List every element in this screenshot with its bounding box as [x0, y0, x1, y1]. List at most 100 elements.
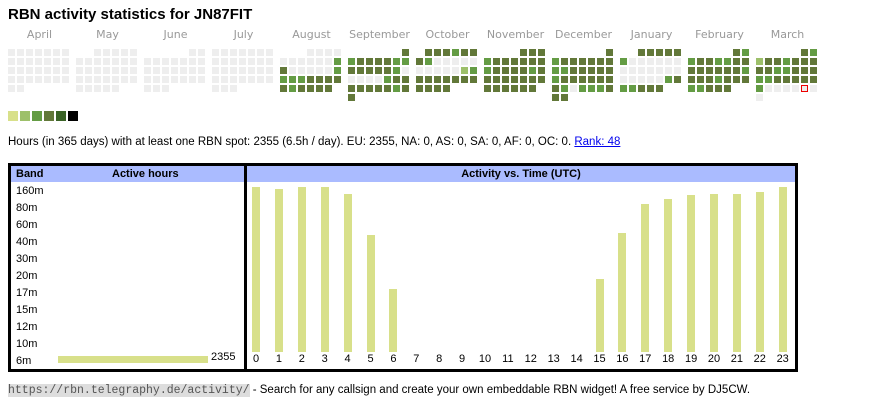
day-cell[interactable]: [393, 58, 400, 65]
day-cell[interactable]: [597, 85, 604, 92]
day-cell[interactable]: [85, 67, 92, 74]
day-cell[interactable]: [452, 58, 459, 65]
day-cell[interactable]: [266, 76, 273, 83]
day-cell[interactable]: [121, 76, 128, 83]
day-cell[interactable]: [597, 76, 604, 83]
day-cell[interactable]: [470, 49, 477, 56]
day-cell[interactable]: [638, 58, 645, 65]
day-cell[interactable]: [221, 85, 228, 92]
day-cell[interactable]: [162, 67, 169, 74]
day-cell[interactable]: [715, 67, 722, 74]
day-cell[interactable]: [85, 58, 92, 65]
day-cell[interactable]: [402, 58, 409, 65]
day-cell[interactable]: [153, 58, 160, 65]
day-cell[interactable]: [638, 67, 645, 74]
day-cell[interactable]: [289, 85, 296, 92]
day-cell[interactable]: [26, 58, 33, 65]
day-cell[interactable]: [357, 67, 364, 74]
day-cell[interactable]: [647, 67, 654, 74]
day-cell[interactable]: [103, 76, 110, 83]
day-cell[interactable]: [647, 49, 654, 56]
day-cell[interactable]: [733, 58, 740, 65]
day-cell[interactable]: [529, 76, 536, 83]
day-cell[interactable]: [461, 49, 468, 56]
day-cell[interactable]: [316, 67, 323, 74]
day-cell[interactable]: [538, 49, 545, 56]
day-cell[interactable]: [266, 58, 273, 65]
day-cell[interactable]: [493, 76, 500, 83]
day-cell[interactable]: [724, 67, 731, 74]
day-cell[interactable]: [325, 67, 332, 74]
day-cell[interactable]: [8, 67, 15, 74]
day-cell[interactable]: [792, 76, 799, 83]
day-cell[interactable]: [502, 76, 509, 83]
day-cell[interactable]: [715, 76, 722, 83]
day-cell[interactable]: [724, 76, 731, 83]
day-cell[interactable]: [76, 85, 83, 92]
day-cell[interactable]: [620, 76, 627, 83]
day-cell[interactable]: [257, 58, 264, 65]
day-cell[interactable]: [638, 76, 645, 83]
day-cell[interactable]: [375, 85, 382, 92]
day-cell[interactable]: [316, 49, 323, 56]
day-cell[interactable]: [8, 85, 15, 92]
day-cell[interactable]: [529, 67, 536, 74]
day-cell[interactable]: [629, 67, 636, 74]
day-cell[interactable]: [62, 49, 69, 56]
day-cell[interactable]: [774, 58, 781, 65]
day-cell[interactable]: [552, 76, 559, 83]
day-cell[interactable]: [334, 49, 341, 56]
day-cell[interactable]: [647, 85, 654, 92]
day-cell[interactable]: [325, 49, 332, 56]
day-cell[interactable]: [588, 58, 595, 65]
day-cell[interactable]: [35, 49, 42, 56]
day-cell[interactable]: [511, 67, 518, 74]
day-cell[interactable]: [94, 58, 101, 65]
day-cell[interactable]: [94, 85, 101, 92]
day-cell[interactable]: [656, 85, 663, 92]
day-cell[interactable]: [461, 67, 468, 74]
day-cell[interactable]: [529, 85, 536, 92]
day-cell[interactable]: [212, 85, 219, 92]
day-cell[interactable]: [289, 67, 296, 74]
day-cell[interactable]: [230, 58, 237, 65]
day-cell[interactable]: [443, 76, 450, 83]
day-cell[interactable]: [756, 94, 763, 101]
day-cell[interactable]: [230, 85, 237, 92]
day-cell[interactable]: [443, 85, 450, 92]
day-cell[interactable]: [688, 58, 695, 65]
day-cell[interactable]: [697, 58, 704, 65]
day-cell[interactable]: [144, 67, 151, 74]
day-cell[interactable]: [112, 76, 119, 83]
day-cell[interactable]: [144, 85, 151, 92]
day-cell[interactable]: [130, 49, 137, 56]
day-cell[interactable]: [298, 58, 305, 65]
day-cell[interactable]: [638, 85, 645, 92]
day-cell[interactable]: [94, 76, 101, 83]
day-cell[interactable]: [334, 58, 341, 65]
day-cell[interactable]: [307, 76, 314, 83]
day-cell[interactable]: [538, 76, 545, 83]
day-cell[interactable]: [17, 49, 24, 56]
day-cell[interactable]: [17, 85, 24, 92]
day-cell[interactable]: [221, 58, 228, 65]
day-cell[interactable]: [724, 85, 731, 92]
day-cell[interactable]: [375, 58, 382, 65]
day-cell[interactable]: [792, 67, 799, 74]
day-cell[interactable]: [307, 49, 314, 56]
day-cell[interactable]: [85, 76, 92, 83]
day-cell[interactable]: [26, 67, 33, 74]
day-cell[interactable]: [26, 49, 33, 56]
day-cell[interactable]: [484, 67, 491, 74]
day-cell[interactable]: [280, 67, 287, 74]
day-cell[interactable]: [357, 76, 364, 83]
day-cell[interactable]: [570, 85, 577, 92]
day-cell[interactable]: [112, 49, 119, 56]
day-cell[interactable]: [425, 76, 432, 83]
day-cell[interactable]: [416, 67, 423, 74]
day-cell[interactable]: [561, 85, 568, 92]
day-cell[interactable]: [348, 67, 355, 74]
day-cell[interactable]: [325, 58, 332, 65]
day-cell[interactable]: [402, 76, 409, 83]
day-cell[interactable]: [552, 58, 559, 65]
